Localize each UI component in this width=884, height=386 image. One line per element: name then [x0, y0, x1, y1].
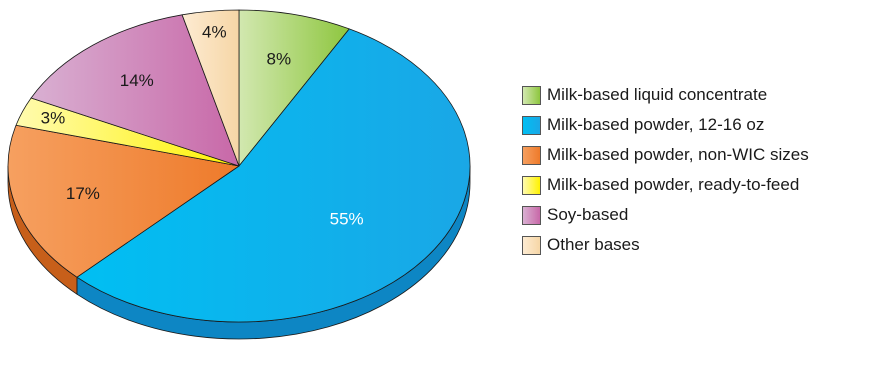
- legend-swatch: [522, 85, 541, 105]
- legend-label: Milk-based powder, non-WIC sizes: [547, 145, 809, 164]
- legend-label: Milk-based powder, 12-16 oz: [547, 115, 765, 134]
- legend-item-milk-liquid-concentrate: Milk-based liquid concentrate: [522, 80, 809, 110]
- legend-item-soy-based: Soy-based: [522, 200, 809, 230]
- legend-label: Milk-based liquid concentrate: [547, 85, 768, 104]
- legend-swatch: [522, 145, 541, 165]
- pie-slice-soy-based: [30, 14, 240, 167]
- pie-slice-other-bases: [181, 9, 240, 167]
- pie-slice-milk-based-powder-12-16-oz: [76, 28, 471, 323]
- data-label-milk-based-powder-non-wic-sizes: 17%: [66, 184, 100, 203]
- legend-item-milk-powder-non-wic: Milk-based powder, non-WIC sizes: [522, 140, 809, 170]
- legend-item-other-bases: Other bases: [522, 230, 809, 260]
- pie-data-labels: 8% 55% 17% 3% 14% 4%: [41, 22, 364, 228]
- pie-slices: [7, 9, 471, 323]
- legend-swatch: [522, 115, 541, 135]
- data-label-milk-based-powder-ready-to-feed: 3%: [41, 109, 66, 128]
- legend: Milk-based liquid concentrate Milk-based…: [522, 80, 809, 260]
- legend-item-milk-powder-12-16: Milk-based powder, 12-16 oz: [522, 110, 809, 140]
- pie-slice-milk-based-powder-non-wic-sizes: [7, 124, 240, 278]
- legend-swatch: [522, 175, 541, 195]
- legend-swatch: [522, 205, 541, 225]
- legend-label: Other bases: [547, 235, 640, 254]
- pie-chart: 8% 55% 17% 3% 14% 4%: [7, 9, 471, 340]
- data-label-milk-based-liquid-concentrate: 8%: [267, 50, 292, 69]
- pie-slice-milk-based-liquid-concentrate: [238, 9, 350, 167]
- legend-label: Milk-based powder, ready-to-feed: [547, 175, 800, 194]
- legend-swatch: [522, 235, 541, 255]
- legend-label: Soy-based: [547, 205, 629, 224]
- data-label-milk-based-powder-12-16-oz: 55%: [330, 209, 364, 228]
- data-label-soy-based: 14%: [120, 71, 154, 90]
- data-label-other-bases: 4%: [202, 22, 227, 41]
- legend-item-milk-powder-ready-to-feed: Milk-based powder, ready-to-feed: [522, 170, 809, 200]
